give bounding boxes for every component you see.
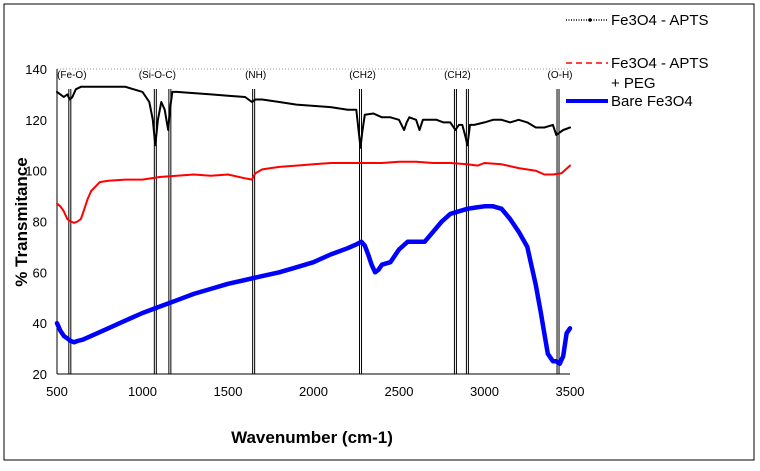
annotation-label: (NH) bbox=[245, 70, 266, 81]
series-line bbox=[56, 85, 571, 149]
y-tick-label: 120 bbox=[25, 113, 47, 128]
legend-marker bbox=[588, 18, 592, 22]
series-line bbox=[54, 204, 573, 367]
series-group bbox=[54, 85, 573, 367]
y-tick-label: 140 bbox=[25, 62, 47, 77]
x-tick-labels: 500 1000 1500 2000 2500 3000 3500 bbox=[46, 384, 584, 399]
y-tick-labels: 20 40 60 80 100 120 140 bbox=[25, 62, 47, 382]
annotation-label: (CH2) bbox=[349, 70, 376, 81]
x-tick-label: 1500 bbox=[214, 384, 243, 399]
annotation-label: (O-H) bbox=[548, 70, 573, 81]
legend-label: Fe3O4 - APTS bbox=[611, 55, 709, 72]
chart-border bbox=[3, 3, 755, 461]
x-tick-label: 2000 bbox=[299, 384, 328, 399]
x-tick-label: 3500 bbox=[556, 384, 585, 399]
x-tick-label: 3000 bbox=[470, 384, 499, 399]
y-tick-label: 40 bbox=[33, 316, 47, 331]
x-tick-label: 1000 bbox=[128, 384, 157, 399]
y-tick-label: 20 bbox=[33, 367, 47, 382]
legend-label: + PEG bbox=[611, 75, 656, 92]
annotation-label: (Si-O-C) bbox=[139, 70, 176, 81]
y-tick-label: 80 bbox=[33, 215, 47, 230]
y-tick-label: 60 bbox=[33, 265, 47, 280]
annotation-label: (Fe-O) bbox=[57, 70, 86, 81]
legend-label: Fe3O4 - APTS bbox=[611, 12, 709, 29]
x-tick-label: 500 bbox=[46, 384, 68, 399]
x-axis-label: Wavenumber (cm-1) bbox=[231, 428, 393, 447]
legend-label: Bare Fe3O4 bbox=[611, 93, 693, 110]
annotation-labels: (Fe-O) (Si-O-C) (NH) (CH2) (CH2) (O-H) bbox=[57, 70, 572, 81]
series-line bbox=[56, 160, 571, 224]
annotation-label: (CH2) bbox=[444, 70, 471, 81]
y-tick-label: 100 bbox=[25, 164, 47, 179]
x-tick-label: 2500 bbox=[385, 384, 414, 399]
y-axis-label: % Transmitance bbox=[12, 157, 31, 286]
